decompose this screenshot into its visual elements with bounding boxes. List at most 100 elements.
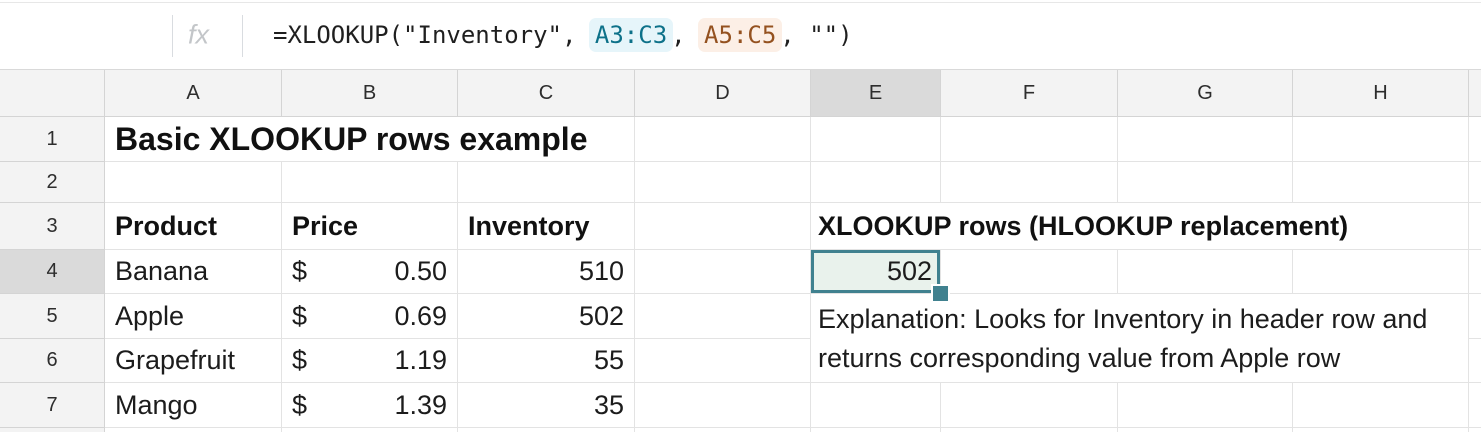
cell-e3-section-heading[interactable]: XLOOKUP rows (HLOOKUP replacement): [811, 203, 1469, 250]
spreadsheet-grid: A B C D E F G H 1 Basic XLOOKUP rows exa…: [0, 70, 1481, 432]
cell-h7[interactable]: [1293, 383, 1469, 428]
cell-e1[interactable]: [811, 117, 941, 162]
cell-d8-partial[interactable]: [635, 428, 811, 432]
currency-symbol: $: [292, 389, 308, 420]
name-box[interactable]: [0, 4, 171, 66]
cell-b6-price[interactable]: $1.19: [282, 339, 458, 383]
cell-b4-price[interactable]: $0.50: [282, 250, 458, 294]
cell-b7-price[interactable]: $1.39: [282, 383, 458, 428]
cell-b3-price-header[interactable]: Price: [282, 203, 458, 250]
cell-f7[interactable]: [941, 383, 1118, 428]
currency-symbol: $: [292, 300, 308, 331]
price-value: 1.39: [394, 389, 447, 420]
cell-d1[interactable]: [635, 117, 811, 162]
cell-e7[interactable]: [811, 383, 941, 428]
column-header-f[interactable]: F: [941, 70, 1118, 117]
column-header-g[interactable]: G: [1118, 70, 1293, 117]
explanation-line-2: returns corresponding value from Apple r…: [818, 343, 1341, 373]
column-header-h[interactable]: H: [1293, 70, 1469, 117]
cell-sliver-5: [1469, 294, 1481, 339]
cell-d5[interactable]: [635, 294, 811, 339]
cell-a8-partial[interactable]: [105, 428, 282, 432]
cell-sliver-7: [1469, 383, 1481, 428]
cell-g7[interactable]: [1118, 383, 1293, 428]
column-header-c[interactable]: C: [458, 70, 635, 117]
cell-a3-product-header[interactable]: Product: [105, 203, 282, 250]
cell-h8-partial[interactable]: [1293, 428, 1469, 432]
column-header-e-selected[interactable]: E: [811, 70, 941, 117]
cell-e5-explanation[interactable]: Explanation: Looks for Inventory in head…: [811, 294, 1469, 383]
result-value: 502: [886, 256, 932, 286]
formula-range1-token[interactable]: A3:C3: [588, 17, 674, 52]
fill-handle[interactable]: [933, 286, 948, 301]
row-header-8-partial[interactable]: [0, 428, 105, 432]
row-header-7[interactable]: 7: [0, 383, 105, 428]
cell-sliver-6: [1469, 339, 1481, 383]
cell-e4-selected-result[interactable]: 502: [811, 250, 948, 301]
formula-bar: fx =XLOOKUP("Inventory", A3:C3, A5:C5, "…: [0, 0, 1481, 70]
cell-c7-inventory[interactable]: 35: [458, 383, 635, 428]
currency-symbol: $: [292, 345, 308, 375]
cell-h1[interactable]: [1293, 117, 1469, 162]
currency-symbol: $: [292, 256, 308, 286]
cell-f4[interactable]: [941, 250, 1118, 294]
formula-input[interactable]: =XLOOKUP("Inventory", A3:C3, A5:C5, ""): [273, 17, 853, 52]
formula-range2-token[interactable]: A5:C5: [698, 17, 783, 52]
cell-b8-partial[interactable]: [282, 428, 458, 432]
cell-sliver-2: [1469, 162, 1481, 203]
row-header-4-selected[interactable]: 4: [0, 250, 105, 294]
row-header-1[interactable]: 1: [0, 117, 105, 162]
explanation-line-1: Explanation: Looks for Inventory in head…: [818, 304, 1428, 334]
cell-c4-inventory[interactable]: 510: [458, 250, 635, 294]
cell-sliver-1: [1469, 117, 1481, 162]
cell-g4[interactable]: [1118, 250, 1293, 294]
cell-f2[interactable]: [941, 162, 1118, 203]
cell-f8-partial[interactable]: [941, 428, 1118, 432]
row-header-5[interactable]: 5: [0, 294, 105, 339]
row-header-6[interactable]: 6: [0, 339, 105, 383]
cell-sliver-8: [1469, 428, 1481, 432]
price-value: 0.69: [394, 300, 447, 331]
formula-bar-divider: [172, 15, 173, 57]
formula-bar-divider: [242, 15, 243, 57]
row-header-2[interactable]: 2: [0, 162, 105, 203]
column-header-d[interactable]: D: [635, 70, 811, 117]
cell-a4-product[interactable]: Banana: [105, 250, 282, 294]
cell-h4[interactable]: [1293, 250, 1469, 294]
formula-separator: ,: [671, 20, 701, 49]
cell-d7[interactable]: [635, 383, 811, 428]
cell-c8-partial[interactable]: [458, 428, 635, 432]
cell-c6-inventory[interactable]: 55: [458, 339, 635, 383]
cell-c2[interactable]: [458, 162, 635, 203]
cell-d4[interactable]: [635, 250, 811, 294]
cell-b5-price[interactable]: $0.69: [282, 294, 458, 339]
cell-d2[interactable]: [635, 162, 811, 203]
cell-f1[interactable]: [941, 117, 1118, 162]
cell-d3[interactable]: [635, 203, 811, 250]
cell-a1-title[interactable]: Basic XLOOKUP rows example: [105, 117, 635, 162]
column-header-b[interactable]: B: [282, 70, 458, 117]
cell-sliver-3: [1469, 203, 1481, 250]
price-value: 1.19: [394, 345, 447, 375]
fx-icon: fx: [188, 19, 210, 49]
cell-e2[interactable]: [811, 162, 941, 203]
cell-d6[interactable]: [635, 339, 811, 383]
row-header-3[interactable]: 3: [0, 203, 105, 250]
cell-h2[interactable]: [1293, 162, 1469, 203]
cell-e8-partial[interactable]: [811, 428, 941, 432]
column-header-a[interactable]: A: [105, 70, 282, 117]
cell-sliver-4: [1469, 250, 1481, 294]
cell-a7-product[interactable]: Mango: [105, 383, 282, 428]
cell-c3-inventory-header[interactable]: Inventory: [458, 203, 635, 250]
cell-a6-product[interactable]: Grapefruit: [105, 339, 282, 383]
price-value: 0.50: [394, 256, 447, 286]
cell-g1[interactable]: [1118, 117, 1293, 162]
cell-g2[interactable]: [1118, 162, 1293, 203]
cell-a5-product[interactable]: Apple: [105, 294, 282, 339]
cell-b2[interactable]: [282, 162, 458, 203]
cell-c5-inventory[interactable]: 502: [458, 294, 635, 339]
formula-suffix: , ""): [780, 20, 853, 49]
select-all-corner[interactable]: [0, 70, 105, 117]
cell-g8-partial[interactable]: [1118, 428, 1293, 432]
cell-a2[interactable]: [105, 162, 282, 203]
